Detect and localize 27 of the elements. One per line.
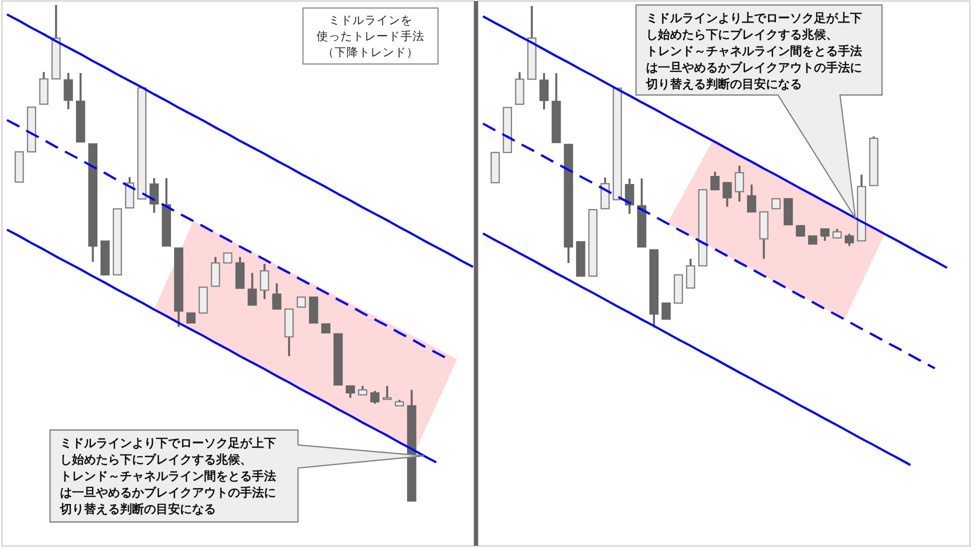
candlestick	[370, 390, 380, 405]
candlestick	[150, 177, 159, 214]
candlestick	[260, 262, 270, 300]
candlestick	[844, 232, 854, 247]
candlestick	[272, 282, 282, 310]
candlestick	[722, 182, 732, 208]
candlestick	[771, 198, 781, 210]
annotation: ミドルラインより上でローソク足が上下し始めたら下にブレイクする兆候、トレンド～チャネルライン間をとる手法は一旦やめるかブレイクアウトの手法に切り替える判断の目安になる	[645, 11, 862, 91]
annotation: ミドルラインより下でローソク足が上下し始めたら下にブレイクする兆候、トレンド～チャネルライン間をとる手法は一旦やめるかブレイクアウトの手法に切り替える判断の目安になる	[59, 436, 276, 516]
candlestick	[624, 177, 634, 215]
candlestick	[539, 72, 549, 110]
candlestick	[248, 272, 257, 306]
text: ミドルラインを使ったトレード手法（下降トレンド）	[316, 13, 424, 59]
candlestick	[686, 258, 696, 290]
candlestick	[186, 312, 196, 324]
candlestick	[64, 72, 73, 110]
candlestick	[734, 164, 744, 203]
candlestick	[382, 384, 392, 400]
candlestick	[820, 228, 830, 242]
candlestick	[210, 256, 220, 288]
candlestick	[296, 296, 306, 308]
candlestick	[662, 302, 671, 320]
candlestick	[346, 384, 355, 399]
candlestick	[223, 252, 232, 264]
candlestick	[747, 184, 756, 213]
candlestick	[796, 225, 806, 237]
candlestick	[710, 170, 720, 191]
